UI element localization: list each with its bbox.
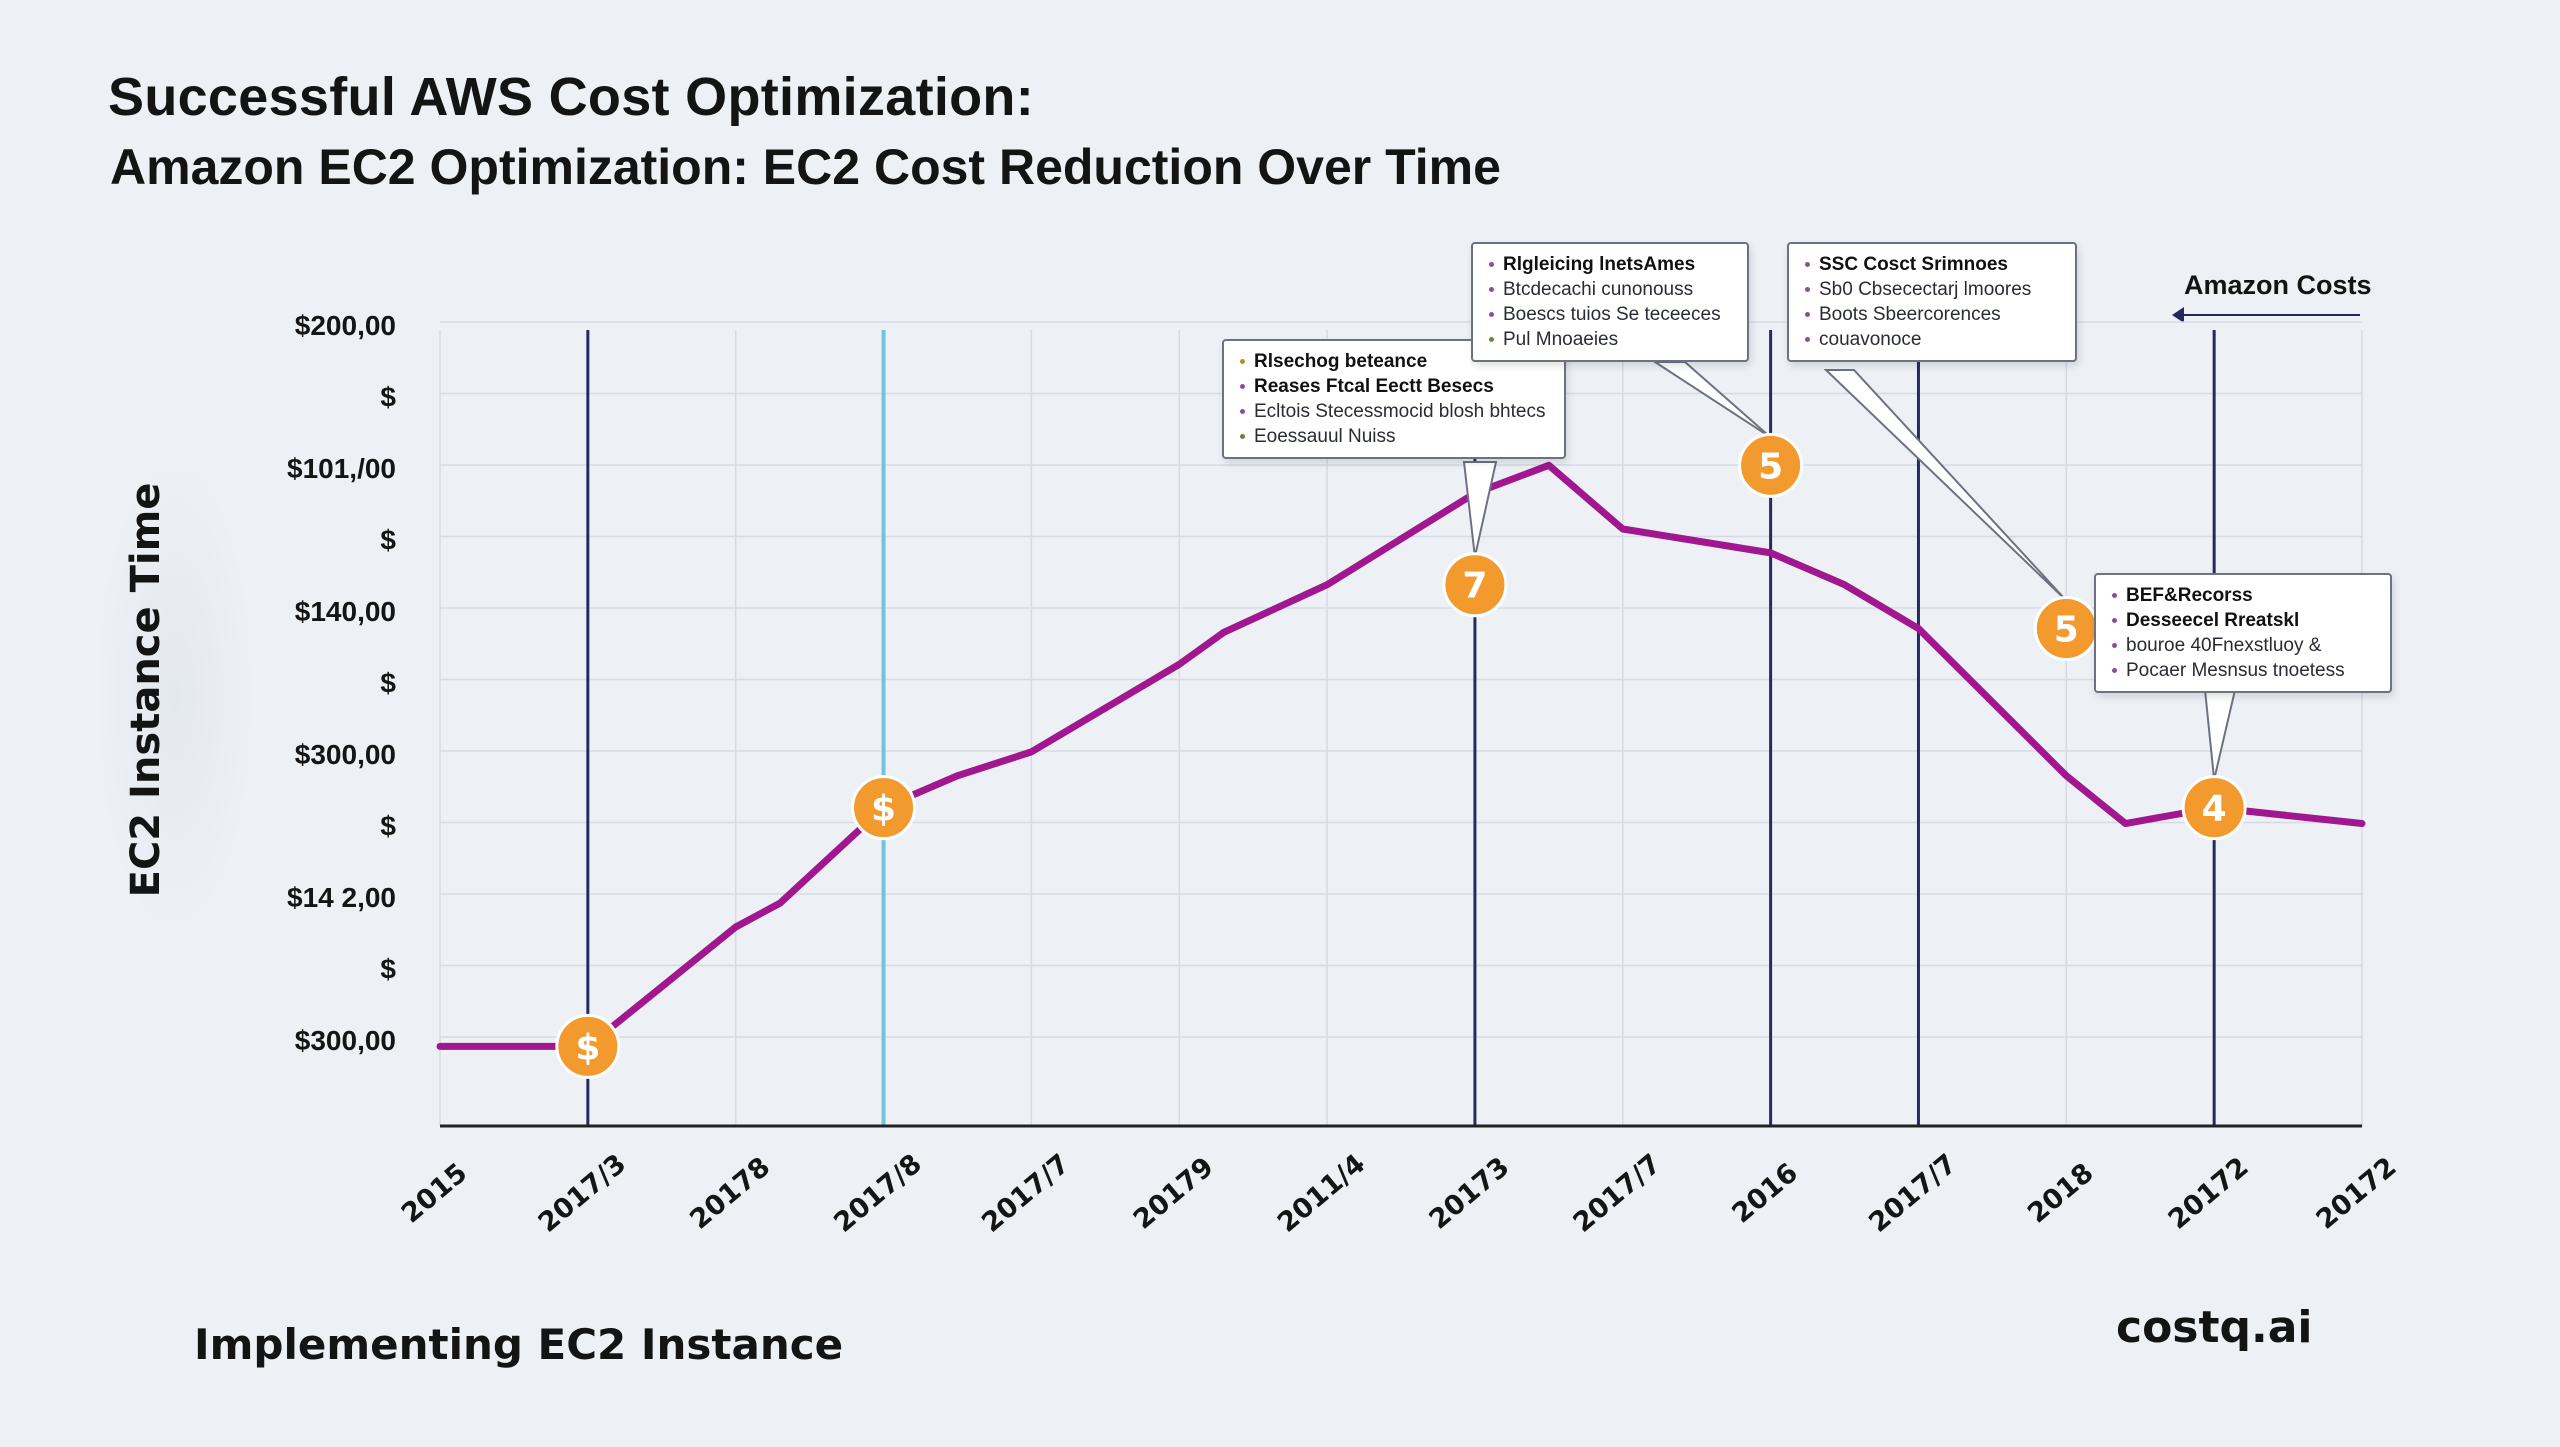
y-tick-label: $ (380, 668, 396, 699)
annotation-line: Boescs tuios Se teceeces (1487, 302, 1733, 327)
data-marker (2181, 775, 2247, 841)
data-marker-label: 7 (1462, 566, 1487, 607)
x-tick-label: 20173 (1424, 1151, 1516, 1235)
legend-arrow-icon (2172, 307, 2184, 323)
data-marker (555, 1013, 621, 1079)
x-tick-label: 20179 (1128, 1151, 1220, 1235)
data-marker (1442, 552, 1508, 618)
x-tick-label: 2017/7 (976, 1148, 1075, 1238)
annotation-line: Eoessauul Nuiss (1238, 424, 1550, 449)
annotation-line: Rlsechog beteance (1238, 349, 1550, 374)
x-tick-label: 2016 (1726, 1157, 1803, 1229)
annotation-box-4: BEF&Recorss Desseecel Rreatskl bouroe 40… (2094, 573, 2392, 693)
y-tick-label: $200,00 (295, 310, 396, 341)
y-tick-label: $ (380, 954, 396, 985)
annotation-line: Boots Sbeercorences (1803, 302, 2061, 327)
footer-caption: Implementing EC2 Instance (194, 1320, 844, 1369)
x-tick-label: 2017/8 (828, 1148, 927, 1238)
data-marker-label: $ (871, 789, 896, 830)
data-marker-label: 5 (2054, 610, 2079, 651)
annotation-line: Reases Ftcal Eectt Besecs (1238, 374, 1550, 399)
x-tick-label: 2017/7 (1568, 1148, 1667, 1238)
x-tick-label: 2017/7 (1863, 1148, 1962, 1238)
chart-subtitle: Amazon EC2 Optimization: EC2 Cost Reduct… (110, 139, 1501, 195)
y-tick-label: $140,00 (295, 596, 396, 627)
annotation-line: Ecltois Stecessmocid blosh bhtecs (1238, 399, 1550, 424)
annotation-line: Rlgleicing lnetsAmes (1487, 252, 1733, 277)
x-tick-label: 20172 (2311, 1151, 2403, 1235)
data-marker-label: 5 (1758, 446, 1783, 487)
annotation-pointer (1651, 361, 1772, 439)
annotation-line: bouroe 40Fnexstluoy & (2110, 633, 2376, 658)
annotation-pointer (1823, 369, 2068, 602)
y-axis-label-backdrop (100, 470, 250, 920)
y-tick-label: $300,00 (295, 1025, 396, 1056)
annotation-pointer (2203, 689, 2237, 780)
data-marker (851, 775, 917, 841)
annotation-line: couavonoce (1803, 327, 2061, 352)
annotation-line: Sb0 Cbsecectarj lmoores (1803, 277, 2061, 302)
y-tick-label: $300,00 (295, 739, 396, 770)
data-marker-label: $ (575, 1027, 600, 1068)
y-tick-label: $ (380, 811, 396, 842)
x-tick-label: 20178 (684, 1151, 776, 1235)
page-title: Successful AWS Cost Optimization: (108, 67, 1035, 127)
x-tick-label: 2015 (396, 1157, 473, 1229)
legend-label: Amazon Costs (2184, 270, 2372, 300)
y-tick-label: $ (380, 525, 396, 556)
brand-logo-text: costq.ai (2116, 1302, 2313, 1353)
series-line (436, 461, 2366, 1050)
annotation-line: SSC Cosct Srimnoes (1803, 252, 2061, 277)
annotation-line: Pocaer Mesnsus tnoetess (2110, 658, 2376, 683)
legend-line (2180, 314, 2360, 316)
x-tick-label: 2011/4 (1272, 1148, 1371, 1238)
annotation-pointer (1462, 461, 1498, 557)
data-marker (1738, 432, 1804, 498)
x-tick-label: 2018 (2022, 1157, 2099, 1229)
annotation-box-3: SSC Cosct Srimnoes Sb0 Cbsecectarj lmoor… (1787, 242, 2077, 362)
annotation-box-2: Rlgleicing lnetsAmes Btcdecachi cunonous… (1471, 242, 1749, 362)
annotation-line: Pul Mnoaeies (1487, 327, 1733, 352)
annotation-line: Btcdecachi cunonouss (1487, 277, 1733, 302)
data-marker-label: 4 (2202, 789, 2227, 830)
y-tick-label: $101,/00 (287, 453, 396, 484)
y-tick-label: $ (380, 382, 396, 413)
y-tick-label: $14 2,00 (287, 882, 396, 913)
annotation-line: BEF&Recorss (2110, 583, 2376, 608)
x-tick-label: 20172 (2163, 1151, 2255, 1235)
x-tick-label: 2017/3 (533, 1148, 632, 1238)
annotation-line: Desseecel Rreatskl (2110, 608, 2376, 633)
